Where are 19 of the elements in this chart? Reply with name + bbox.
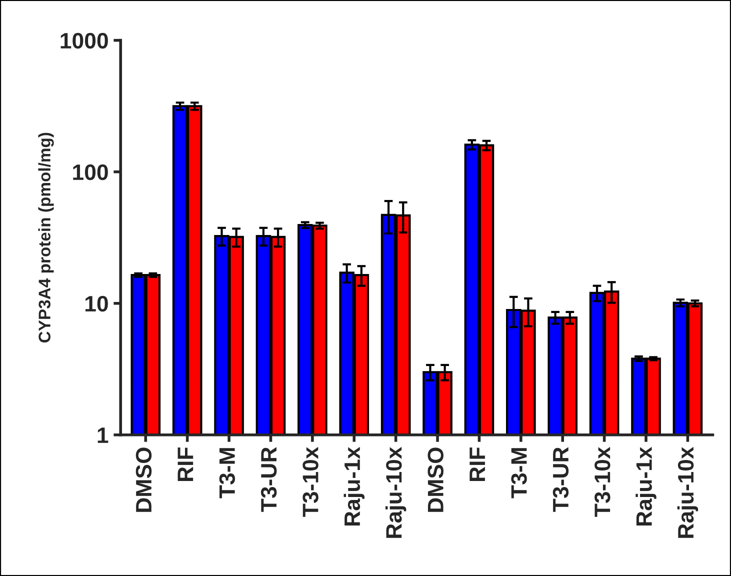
y-tick-label: 10 — [85, 296, 108, 312]
x-tick-label: T3-M — [219, 448, 236, 498]
x-tick-label: DMSO — [428, 448, 444, 512]
x-tick-label: DMSO — [136, 448, 152, 512]
x-tick-label: RIF — [178, 448, 194, 481]
x-tick-label: Raju-10x — [677, 446, 698, 538]
x-tick-label: Raju-1x — [636, 446, 656, 526]
y-tick-label: 1 — [98, 428, 108, 443]
x-tick-label: Raju-1x — [344, 446, 364, 526]
x-tick-label: T3-UR — [260, 447, 277, 512]
x-tick-label: Raju-10x — [385, 446, 406, 538]
y-tick-label: 100 — [73, 164, 108, 180]
x-tick-label: T3-UR — [552, 447, 569, 512]
y-axis-title: CYP3A4 protein (pmol/mg) — [38, 132, 54, 342]
x-tick-label: T3-10x — [302, 446, 318, 517]
x-tick-label: T3-M — [511, 448, 527, 498]
x-tick-label: T3-10x — [594, 446, 610, 517]
x-tick-label: RIF — [470, 448, 485, 481]
y-tick-label: 1000 — [60, 32, 108, 49]
